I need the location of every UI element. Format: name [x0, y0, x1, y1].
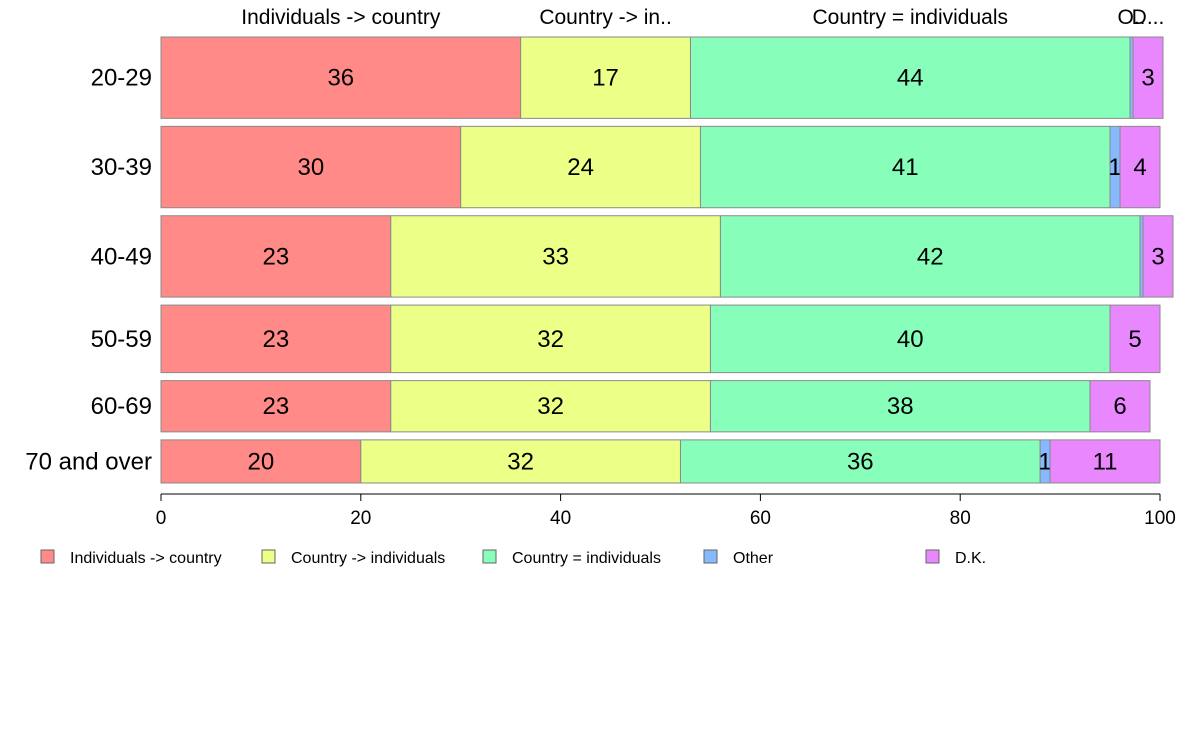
- bar-segment: [390, 380, 711, 433]
- legend-swatch: [703, 549, 718, 564]
- legend-item: Country = individuals: [482, 549, 661, 567]
- data-label: 23: [263, 243, 290, 270]
- data-label: 3: [1141, 65, 1154, 92]
- category-label: 70 and over: [25, 448, 152, 475]
- bar-segment: [709, 304, 1111, 374]
- bar-row: 60-69 23 32 38 6: [91, 380, 1151, 433]
- data-label: 1: [1108, 154, 1121, 181]
- data-label: 32: [537, 393, 564, 420]
- bar-segment: [1132, 36, 1164, 119]
- category-label: 50-59: [91, 326, 152, 353]
- bar-segment: [1119, 125, 1161, 209]
- bar-segment: [699, 125, 1111, 209]
- column-header-label: Country = individuals: [812, 6, 1008, 29]
- legend-label: Other: [733, 550, 774, 567]
- bar-segment: [719, 215, 1141, 298]
- data-label: 1: [1038, 448, 1051, 475]
- legend: Individuals -> country Country -> individ…: [40, 549, 986, 567]
- bar-segment: [679, 439, 1041, 484]
- column-header-label: D...: [1132, 6, 1165, 29]
- bar-segment: [1049, 439, 1161, 484]
- data-label: 24: [567, 154, 594, 181]
- column-header-label: O..: [1118, 6, 1146, 29]
- bar-segment: [160, 439, 362, 484]
- x-axis: 0 20 40 60 80 100: [156, 493, 1176, 529]
- data-label: 4: [1133, 154, 1146, 181]
- bar-segment: [390, 215, 721, 298]
- category-label: 40-49: [91, 243, 152, 270]
- legend-swatch: [482, 549, 497, 564]
- data-label: 23: [263, 326, 290, 353]
- column-header-label: Country -> in..: [539, 6, 671, 29]
- data-label: 5: [1128, 326, 1141, 353]
- bar-segment: [160, 125, 462, 209]
- legend-label: D.K.: [955, 550, 986, 567]
- data-label: 30: [297, 154, 324, 181]
- bar-segment: [709, 380, 1091, 433]
- data-label: 44: [897, 65, 924, 92]
- legend-swatch: [40, 549, 55, 564]
- x-tick-label: 80: [950, 508, 971, 529]
- bar-segment: [1142, 215, 1174, 298]
- bar-segment: [360, 439, 681, 484]
- data-label: 41: [892, 154, 919, 181]
- data-label: 11: [1093, 448, 1118, 475]
- data-label: 38: [887, 393, 914, 420]
- data-label: 33: [542, 243, 569, 270]
- x-tick-label: 100: [1144, 508, 1176, 529]
- bar-segment: [160, 380, 392, 433]
- category-label: 20-29: [91, 65, 152, 92]
- data-label: 40: [897, 326, 924, 353]
- bar-row: 30-39 30 24 41 1 4: [91, 125, 1161, 209]
- x-tick-label: 0: [156, 508, 167, 529]
- category-label: 60-69: [91, 393, 152, 420]
- data-label: 6: [1113, 393, 1126, 420]
- x-tick-label: 20: [350, 508, 371, 529]
- column-header-label: Individuals -> country: [241, 6, 441, 29]
- bar-segment: [1109, 304, 1161, 374]
- legend-item: Individuals -> country: [40, 549, 222, 567]
- legend-label: Country -> individuals: [291, 550, 445, 567]
- data-label: 3: [1151, 243, 1164, 270]
- legend-item: Country -> individuals: [261, 549, 445, 567]
- column-header-labels: Individuals -> country Country -> in.. Cou…: [241, 6, 1164, 29]
- data-label: 36: [327, 65, 354, 92]
- legend-item: Other: [703, 549, 774, 567]
- data-label: 36: [847, 448, 874, 475]
- bar-row: 40-49 23 33 42 3: [91, 215, 1174, 298]
- legend-label: Country = individuals: [512, 550, 661, 567]
- bar-segment: [460, 125, 701, 209]
- bar-rows: 20-29 36 17 44 330-39 30 24 41 1 440-49 23 33 42 350-…: [25, 36, 1174, 484]
- data-label: 23: [263, 393, 290, 420]
- x-tick-label: 60: [750, 508, 771, 529]
- bar-segment: [1089, 380, 1151, 433]
- bar-row: 50-59 23 32 40 5: [91, 304, 1161, 374]
- data-label: 20: [248, 448, 275, 475]
- category-label: 30-39: [91, 154, 152, 181]
- data-label: 42: [917, 243, 944, 270]
- legend-swatch: [925, 549, 940, 564]
- bar-segment: [520, 36, 691, 119]
- data-label: 32: [507, 448, 534, 475]
- bar-segment: [160, 304, 392, 374]
- legend-swatch: [261, 549, 276, 564]
- x-tick-label: 40: [550, 508, 571, 529]
- legend-label: Individuals -> country: [70, 550, 222, 567]
- data-label: 32: [537, 326, 564, 353]
- legend-item: D.K.: [925, 549, 986, 567]
- bar-row: 70 and over 20 32 36 1 11: [25, 439, 1161, 484]
- bar-row: 20-29 36 17 44 3: [91, 36, 1164, 119]
- data-label: 17: [592, 65, 619, 92]
